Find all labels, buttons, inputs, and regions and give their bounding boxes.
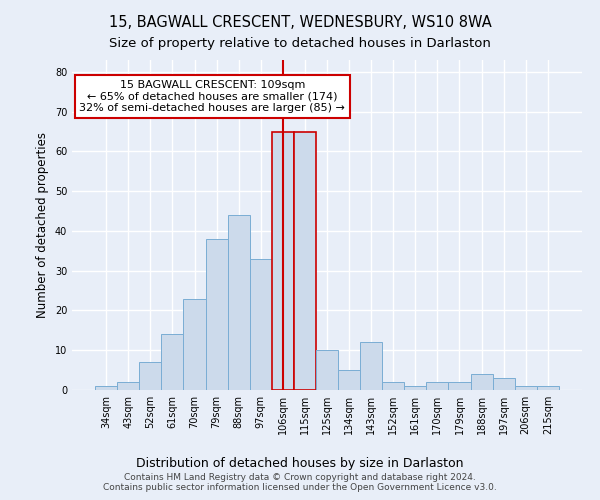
Bar: [493, 378, 515, 390]
Bar: [117, 382, 139, 390]
Bar: [427, 382, 448, 390]
Bar: [227, 215, 250, 390]
Bar: [448, 382, 470, 390]
Bar: [294, 132, 316, 390]
Bar: [470, 374, 493, 390]
Bar: [537, 386, 559, 390]
Bar: [206, 239, 227, 390]
Bar: [316, 350, 338, 390]
Bar: [515, 386, 537, 390]
Bar: [382, 382, 404, 390]
Bar: [250, 259, 272, 390]
Bar: [360, 342, 382, 390]
Y-axis label: Number of detached properties: Number of detached properties: [36, 132, 49, 318]
Bar: [95, 386, 117, 390]
Text: 15 BAGWALL CRESCENT: 109sqm
← 65% of detached houses are smaller (174)
32% of se: 15 BAGWALL CRESCENT: 109sqm ← 65% of det…: [79, 80, 345, 113]
Text: Contains HM Land Registry data © Crown copyright and database right 2024.
Contai: Contains HM Land Registry data © Crown c…: [103, 473, 497, 492]
Bar: [161, 334, 184, 390]
Bar: [404, 386, 427, 390]
Bar: [338, 370, 360, 390]
Bar: [272, 132, 294, 390]
Text: 15, BAGWALL CRESCENT, WEDNESBURY, WS10 8WA: 15, BAGWALL CRESCENT, WEDNESBURY, WS10 8…: [109, 15, 491, 30]
Text: Size of property relative to detached houses in Darlaston: Size of property relative to detached ho…: [109, 38, 491, 51]
Bar: [184, 298, 206, 390]
Text: Distribution of detached houses by size in Darlaston: Distribution of detached houses by size …: [136, 458, 464, 470]
Bar: [139, 362, 161, 390]
